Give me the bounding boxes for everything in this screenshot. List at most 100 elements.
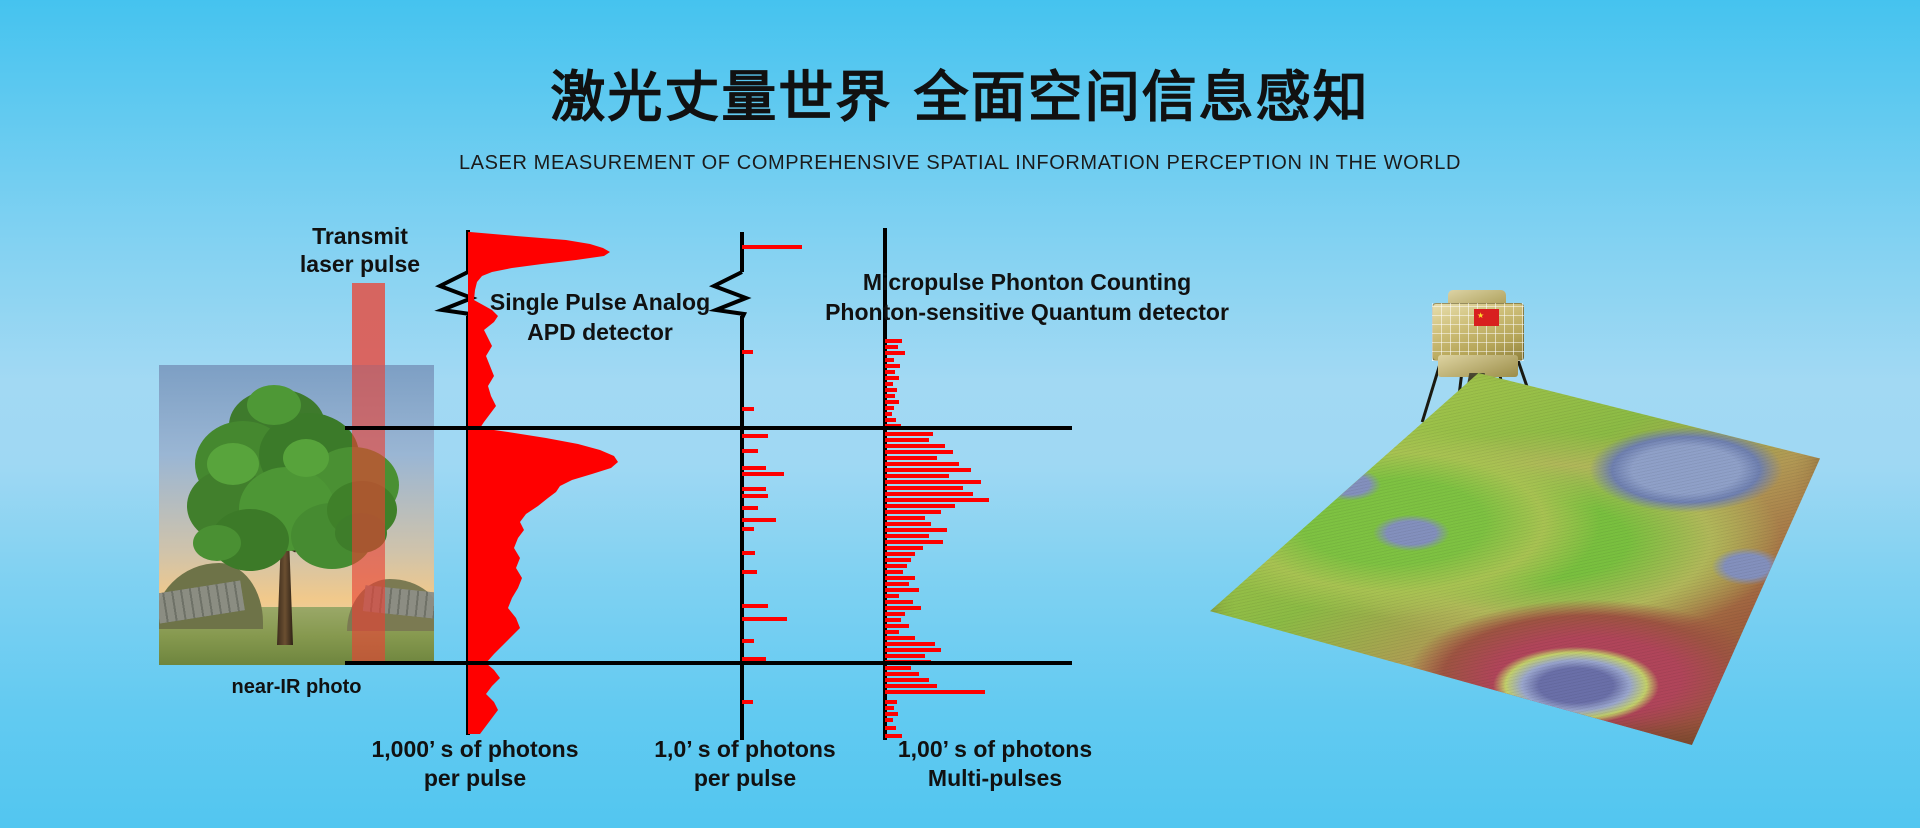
photon-bar bbox=[742, 527, 754, 531]
photon-bar bbox=[885, 498, 989, 502]
axis-break-icon bbox=[434, 270, 478, 319]
photo-frame bbox=[159, 365, 434, 665]
photon-bar bbox=[885, 594, 899, 598]
photon-bar bbox=[742, 350, 753, 354]
photon-bar bbox=[742, 506, 758, 510]
ground-reference-line bbox=[345, 661, 1072, 665]
photon-bar bbox=[885, 618, 901, 622]
photon-bar bbox=[885, 564, 907, 568]
photon-bar bbox=[885, 351, 905, 355]
photon-bar bbox=[885, 712, 898, 716]
analog-caption: 1,000’ s of photons per pulse bbox=[371, 736, 579, 791]
photon-bar bbox=[885, 552, 915, 556]
photon-bar bbox=[885, 700, 897, 704]
quantum-detector-label: Micropulse Phonton Counting Phonton-sens… bbox=[825, 269, 1229, 326]
photon-bar bbox=[885, 678, 929, 682]
terrain-edge-shadow bbox=[1210, 373, 1820, 745]
photon-bar bbox=[742, 570, 757, 574]
photon-bar bbox=[885, 600, 913, 604]
photon-bar bbox=[885, 582, 909, 586]
photon-bar bbox=[885, 718, 893, 722]
photon-bar bbox=[885, 456, 937, 460]
photon-bar bbox=[885, 648, 941, 652]
photon-bar bbox=[885, 370, 895, 374]
page-subtitle: LASER MEASUREMENT OF COMPREHENSIVE SPATI… bbox=[458, 152, 1462, 174]
transmit-laser-beam-upper bbox=[352, 283, 385, 365]
photon-bar bbox=[885, 642, 935, 646]
photon-bar bbox=[742, 518, 776, 522]
sparse-caption: 1,0’ s of photons per pulse bbox=[654, 736, 836, 791]
photon-bar bbox=[885, 522, 931, 526]
photon-bar bbox=[885, 540, 943, 544]
photon-bar bbox=[885, 510, 941, 514]
terrain-surface bbox=[1210, 373, 1820, 745]
photon-bar bbox=[742, 466, 766, 470]
photon-bar bbox=[742, 449, 758, 453]
photon-bar bbox=[885, 636, 915, 640]
photon-bar bbox=[742, 639, 754, 643]
photon-bar bbox=[885, 462, 959, 466]
near-ir-photo-caption: near-IR photo bbox=[231, 676, 362, 698]
photon-bar bbox=[885, 468, 971, 472]
photon-bar bbox=[885, 612, 905, 616]
photon-bar bbox=[885, 672, 919, 676]
photon-bar bbox=[885, 516, 925, 520]
photon-bar bbox=[885, 570, 903, 574]
lunar-lander-3d-terrain: ★ bbox=[1210, 285, 1820, 745]
photon-bar bbox=[885, 364, 900, 368]
photon-bar bbox=[742, 472, 784, 476]
photon-bar bbox=[885, 406, 894, 410]
photon-bar bbox=[885, 388, 897, 392]
photon-bar bbox=[885, 534, 929, 538]
photon-bar bbox=[885, 606, 921, 610]
photon-bar bbox=[742, 604, 768, 608]
photon-bar bbox=[885, 450, 953, 454]
photon-bar bbox=[742, 617, 787, 621]
photon-bar bbox=[885, 474, 949, 478]
photon-bar bbox=[885, 558, 911, 562]
flag-star-icon: ★ bbox=[1477, 311, 1485, 320]
dense-caption: 1,00’ s of photons Multi-pulses bbox=[897, 736, 1093, 791]
canopy-reference-line bbox=[345, 426, 1072, 430]
photon-bar bbox=[885, 528, 947, 532]
photon-bar bbox=[885, 376, 899, 380]
photon-bar bbox=[885, 492, 973, 496]
photon-bar bbox=[885, 394, 895, 398]
photon-bar bbox=[885, 438, 929, 442]
photon-bar bbox=[885, 382, 893, 386]
photon-bar bbox=[885, 504, 955, 508]
transmit-laser-pulse-label: Transmit laser pulse bbox=[299, 223, 421, 278]
photon-bar bbox=[885, 444, 945, 448]
photon-bar bbox=[885, 588, 919, 592]
photon-bar bbox=[885, 576, 915, 580]
photon-bar bbox=[885, 726, 896, 730]
photon-bar bbox=[885, 630, 899, 634]
photon-bar bbox=[885, 624, 909, 628]
photon-bar bbox=[885, 546, 923, 550]
chinese-flag-icon: ★ bbox=[1474, 309, 1499, 326]
photon-bar bbox=[885, 339, 902, 343]
photon-bar bbox=[742, 700, 753, 704]
photon-bar bbox=[885, 666, 911, 670]
photon-bar bbox=[885, 345, 898, 349]
photon-bar bbox=[742, 494, 768, 498]
photon-bar bbox=[742, 245, 802, 249]
photon-bar bbox=[885, 486, 963, 490]
photon-bar bbox=[885, 654, 925, 658]
photon-bar bbox=[742, 487, 766, 491]
lunar-lander: ★ bbox=[1418, 285, 1541, 451]
apd-detector-label: Single Pulse Analog APD detector bbox=[489, 289, 711, 345]
photon-bar bbox=[885, 690, 985, 694]
photon-bar bbox=[885, 706, 894, 710]
photon-bar bbox=[885, 480, 981, 484]
photon-bar bbox=[885, 432, 933, 436]
photon-bar bbox=[742, 551, 755, 555]
photon-bar bbox=[885, 400, 899, 404]
photon-bar bbox=[885, 684, 937, 688]
transmit-laser-beam bbox=[352, 283, 385, 665]
photon-bar bbox=[742, 434, 768, 438]
near-ir-photo bbox=[159, 365, 434, 665]
photon-bar bbox=[885, 418, 896, 422]
photon-bar bbox=[885, 412, 892, 416]
